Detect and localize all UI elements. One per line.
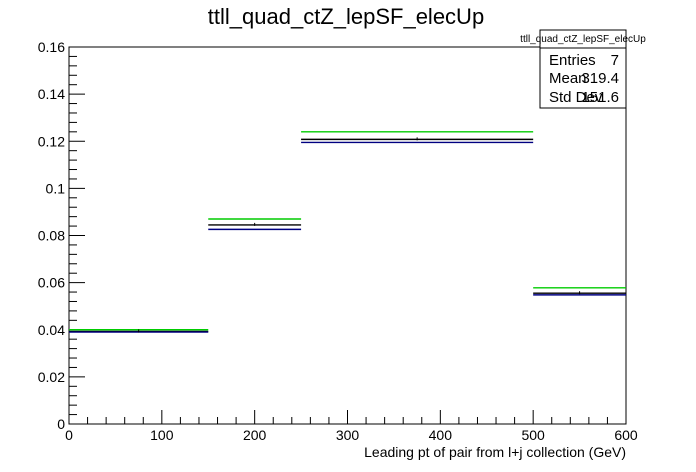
stats-box: ttll_quad_ctZ_lepSF_elecUp Entries 7 Mea… [520, 29, 646, 109]
stats-stddev-value: 151.6 [581, 89, 619, 106]
series-0 [69, 131, 626, 331]
series-1 [69, 138, 626, 333]
y-tick-label: 0.08 [38, 228, 65, 244]
x-tick-label: 400 [429, 427, 453, 443]
x-tick-label: 500 [521, 427, 545, 443]
y-tick-label: 0.04 [38, 322, 65, 338]
x-axis-label: Leading pt of pair from l+j collection (… [364, 444, 626, 460]
y-tick-label: 0.1 [46, 180, 66, 196]
stats-entries-label: Entries [549, 52, 596, 69]
y-tick-label: 0.12 [38, 133, 65, 149]
histogram-series [69, 131, 626, 333]
stats-mean-label: Mean [549, 70, 587, 87]
y-tick-label: 0.02 [38, 369, 65, 385]
x-tick-label: 300 [336, 427, 360, 443]
x-tick-label: 600 [614, 427, 638, 443]
x-axis: 0 100 200 300 400 500 600 [65, 410, 638, 443]
y-axis: 0 0.02 0.04 0.06 0.08 0.1 0.12 0.14 0.16 [38, 39, 85, 432]
stats-mean-value: 319.4 [581, 70, 619, 87]
stats-box-title: ttll_quad_ctZ_lepSF_elecUp [520, 34, 646, 45]
x-tick-label: 100 [150, 427, 174, 443]
y-tick-label: 0.14 [38, 86, 65, 102]
x-tick-label: 0 [65, 427, 73, 443]
y-tick-label: 0 [57, 416, 65, 432]
series-2 [69, 141, 626, 333]
stats-entries-value: 7 [611, 52, 619, 69]
y-tick-label: 0.06 [38, 275, 65, 291]
stats-box-frame [539, 29, 627, 109]
x-tick-label: 200 [243, 427, 267, 443]
chart-title: ttll_quad_ctZ_lepSF_elecUp [208, 4, 484, 29]
stats-stddev-label: Std Dev [549, 89, 603, 106]
y-tick-label: 0.16 [38, 39, 65, 55]
